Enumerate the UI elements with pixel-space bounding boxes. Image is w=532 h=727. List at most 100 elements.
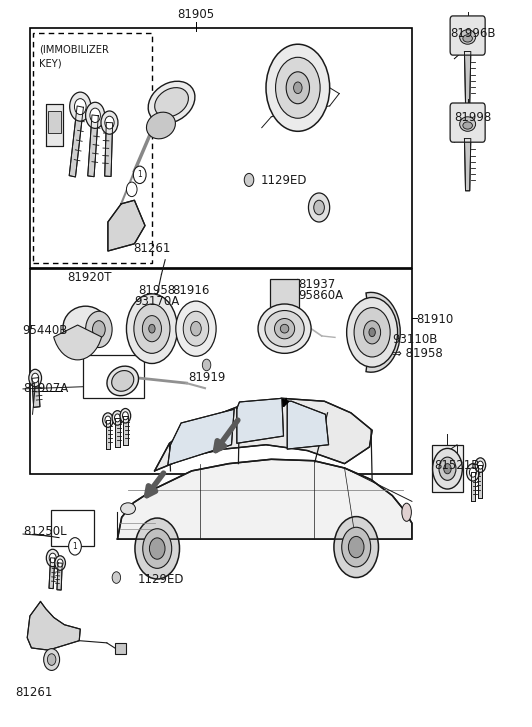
Polygon shape [237,398,284,443]
Bar [32,33,152,263]
Text: 81916: 81916 [172,284,209,297]
Circle shape [134,304,170,353]
Polygon shape [108,200,145,251]
Ellipse shape [148,81,195,124]
Circle shape [334,517,378,577]
Circle shape [469,467,477,477]
Text: 93170A: 93170A [135,295,180,308]
Ellipse shape [463,35,472,42]
Circle shape [348,537,364,558]
Circle shape [286,72,310,104]
Text: 81920T: 81920T [68,270,112,284]
Polygon shape [106,420,110,449]
Wedge shape [54,325,102,360]
Circle shape [183,311,209,346]
Circle shape [112,571,121,583]
Circle shape [44,648,60,670]
Circle shape [57,559,63,567]
Bar [51,510,94,547]
Polygon shape [57,563,62,590]
Polygon shape [168,409,234,465]
Polygon shape [49,558,55,589]
Circle shape [112,411,123,425]
Circle shape [467,464,479,481]
Bar [115,643,127,654]
Circle shape [32,373,39,383]
Text: 95860A: 95860A [298,289,343,302]
FancyBboxPatch shape [450,16,485,55]
Text: 81250L: 81250L [23,526,66,538]
Bar [431,446,463,492]
Circle shape [69,538,81,555]
Circle shape [122,411,128,419]
Text: 81958: 81958 [139,284,176,297]
Circle shape [439,457,456,481]
Circle shape [86,311,112,348]
Ellipse shape [107,366,138,395]
Text: 81910: 81910 [417,313,454,326]
Ellipse shape [265,310,304,347]
Polygon shape [88,115,98,177]
Polygon shape [471,473,475,502]
Ellipse shape [146,112,176,139]
Ellipse shape [463,122,472,129]
Circle shape [127,294,177,364]
Text: 81521B: 81521B [434,459,480,473]
Circle shape [149,324,155,333]
Bar [270,279,299,308]
Circle shape [74,99,86,115]
Polygon shape [118,459,412,539]
Ellipse shape [258,304,311,353]
Ellipse shape [112,371,134,391]
Circle shape [190,321,201,336]
Text: 81996B: 81996B [450,27,496,40]
Bar [30,269,412,474]
Polygon shape [105,122,113,177]
Circle shape [93,321,105,338]
Wedge shape [366,292,400,372]
Text: 81261: 81261 [133,242,171,255]
Circle shape [354,308,390,357]
Text: (IMMOBILIZER: (IMMOBILIZER [39,44,109,55]
Polygon shape [115,418,120,447]
Ellipse shape [275,318,295,339]
Text: 95440B: 95440B [22,324,68,337]
Text: 81261: 81261 [15,686,53,699]
Circle shape [55,555,65,570]
Text: 1: 1 [137,170,142,180]
Circle shape [135,518,179,579]
Circle shape [347,297,397,367]
Ellipse shape [460,30,476,44]
Circle shape [29,369,41,387]
Ellipse shape [121,503,136,515]
Polygon shape [478,465,483,498]
Circle shape [294,82,302,94]
Circle shape [309,193,330,222]
Text: 81919: 81919 [188,371,225,384]
Circle shape [314,200,325,214]
Circle shape [369,328,375,337]
Circle shape [103,413,113,427]
Polygon shape [46,104,63,146]
Circle shape [364,321,380,344]
Circle shape [105,116,114,129]
Circle shape [90,108,101,123]
Bar [30,28,412,268]
Ellipse shape [402,503,411,521]
Circle shape [70,92,91,121]
Bar [470,132,478,137]
Circle shape [46,550,59,566]
Polygon shape [69,106,84,177]
Bar [457,44,466,49]
Bar [48,111,61,133]
Circle shape [444,464,451,474]
Circle shape [101,111,118,134]
Text: 93110B: 93110B [392,333,438,346]
Text: 81905: 81905 [177,8,214,21]
Text: 1: 1 [72,542,77,551]
Circle shape [202,359,211,371]
Circle shape [127,182,137,196]
Circle shape [49,553,56,563]
Circle shape [105,416,111,424]
Text: 1129ED: 1129ED [261,174,307,187]
